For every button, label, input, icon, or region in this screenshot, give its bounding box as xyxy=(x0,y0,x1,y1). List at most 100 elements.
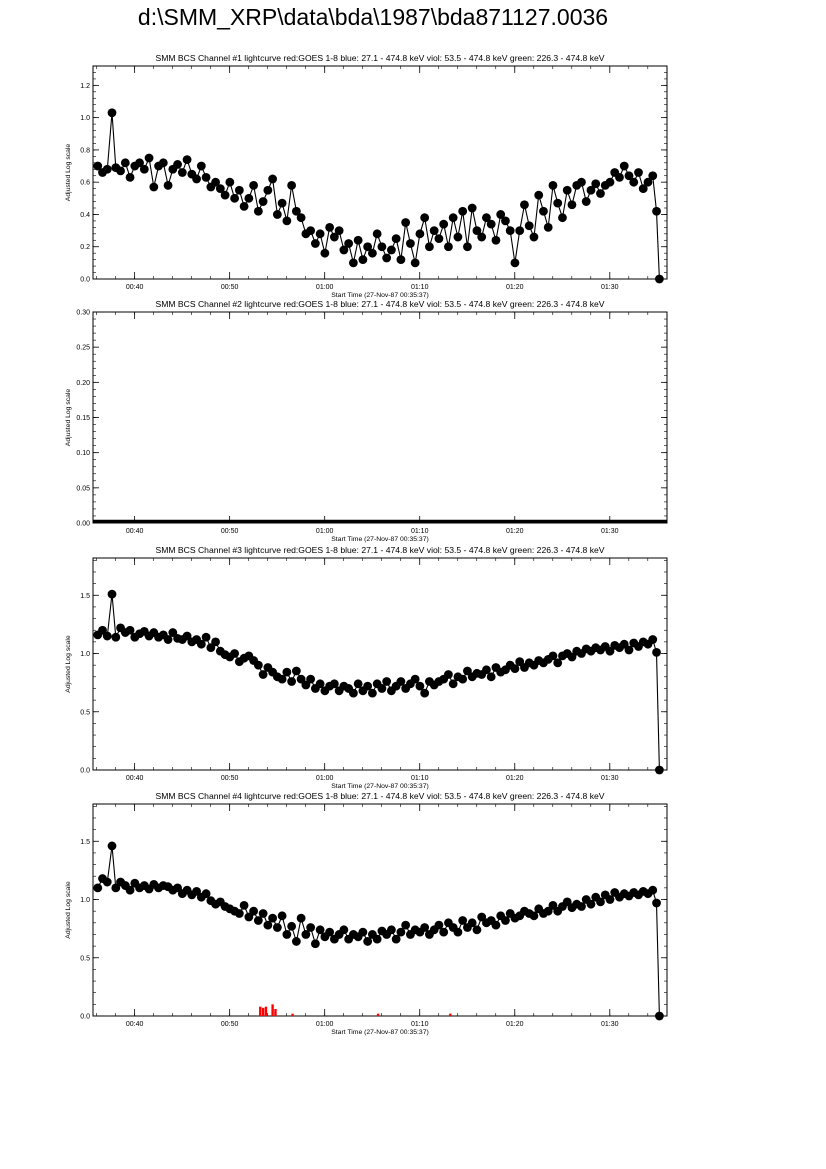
x-tick-label: 01:10 xyxy=(411,1021,429,1028)
x-tick-label: 01:00 xyxy=(316,1021,334,1028)
data-point xyxy=(638,184,648,194)
data-point xyxy=(125,172,135,182)
data-point xyxy=(391,234,401,244)
data-point xyxy=(249,181,259,190)
data-point xyxy=(652,647,661,657)
x-tick-label: 00:50 xyxy=(221,1021,239,1028)
x-tick-label: 01:10 xyxy=(411,284,429,291)
data-point xyxy=(211,637,220,647)
data-point xyxy=(93,883,103,893)
data-point xyxy=(624,171,634,181)
data-point xyxy=(543,906,553,916)
data-point xyxy=(619,161,629,171)
data-point xyxy=(177,168,187,177)
data-point xyxy=(448,213,458,223)
data-point xyxy=(439,219,449,229)
data-point xyxy=(348,688,358,698)
data-point xyxy=(448,679,458,689)
data-point xyxy=(401,920,411,930)
data-point xyxy=(524,221,534,231)
data-point xyxy=(515,226,525,235)
data-point xyxy=(353,235,363,245)
data-point xyxy=(586,185,596,195)
plot-frame xyxy=(92,803,668,1017)
data-point xyxy=(577,902,586,911)
y-axis-label: Adjusted Log scale xyxy=(65,881,72,939)
data-point xyxy=(605,177,615,187)
data-point xyxy=(310,239,320,248)
data-point xyxy=(529,911,539,921)
data-point xyxy=(135,158,144,168)
data-point xyxy=(306,226,316,235)
data-point xyxy=(277,911,287,921)
data-point xyxy=(543,222,553,232)
data-point xyxy=(102,164,112,174)
y-tick-label: 0.0 xyxy=(80,768,90,775)
data-point xyxy=(434,920,444,930)
data-point xyxy=(277,674,287,684)
data-point xyxy=(163,181,173,190)
data-point xyxy=(553,198,563,208)
goes-spike xyxy=(291,1013,294,1016)
data-point xyxy=(410,674,420,684)
data-point xyxy=(201,889,211,899)
y-tick-label: 1.2 xyxy=(80,83,90,90)
data-point xyxy=(648,635,658,644)
data-point xyxy=(310,939,320,949)
data-point xyxy=(339,245,349,255)
data-point xyxy=(201,632,211,642)
data-point xyxy=(116,166,125,176)
x-axis-label: Start Time (27-Nov-87 00:35:37) xyxy=(331,292,428,299)
chart-title: SMM BCS Channel #1 lightcurve red:GOES 1… xyxy=(155,53,604,63)
data-point xyxy=(253,660,263,670)
series-line xyxy=(97,112,660,280)
data-point xyxy=(263,920,273,930)
data-point xyxy=(158,158,168,168)
data-point xyxy=(652,898,661,908)
data-point xyxy=(282,930,292,939)
data-point xyxy=(320,248,330,258)
data-point xyxy=(453,927,463,937)
data-point xyxy=(348,258,358,268)
x-tick-label: 00:50 xyxy=(221,284,239,291)
data-point xyxy=(652,206,661,216)
data-point xyxy=(458,916,468,925)
data-point xyxy=(558,213,567,223)
data-point xyxy=(282,667,292,677)
data-point xyxy=(253,916,263,925)
goes-spike xyxy=(274,1009,277,1016)
data-point xyxy=(258,670,268,679)
goes-spike xyxy=(271,1004,274,1016)
data-point xyxy=(596,189,605,198)
page-title: d:\SMM_XRP\data\bda\1987\bda871127.0036 xyxy=(137,4,609,30)
data-point xyxy=(486,219,496,229)
data-point xyxy=(605,895,615,904)
data-point xyxy=(272,923,282,932)
data-point xyxy=(120,158,130,168)
data-point xyxy=(477,912,487,922)
y-tick-label: 0.0 xyxy=(80,1014,90,1021)
plot-frame xyxy=(92,311,668,524)
data-point xyxy=(301,680,311,690)
x-tick-label: 01:10 xyxy=(411,528,429,535)
data-point xyxy=(391,934,401,944)
y-tick-label: 0.30 xyxy=(76,310,90,317)
data-point xyxy=(168,628,178,637)
data-point xyxy=(420,688,430,698)
data-point xyxy=(287,921,297,931)
y-axis-label: Adjusted Log scale xyxy=(65,144,72,202)
data-point xyxy=(277,198,287,208)
data-point xyxy=(139,164,149,174)
data-point xyxy=(98,625,107,635)
data-point xyxy=(230,193,239,203)
data-point xyxy=(272,210,282,219)
data-point xyxy=(496,210,506,219)
data-point xyxy=(306,674,316,684)
data-point xyxy=(315,229,325,239)
data-point xyxy=(358,255,368,265)
x-tick-label: 01:00 xyxy=(316,528,334,535)
y-tick-label: 0.0 xyxy=(80,277,90,284)
data-point xyxy=(634,168,643,177)
data-point xyxy=(505,226,515,235)
data-point xyxy=(510,664,520,674)
